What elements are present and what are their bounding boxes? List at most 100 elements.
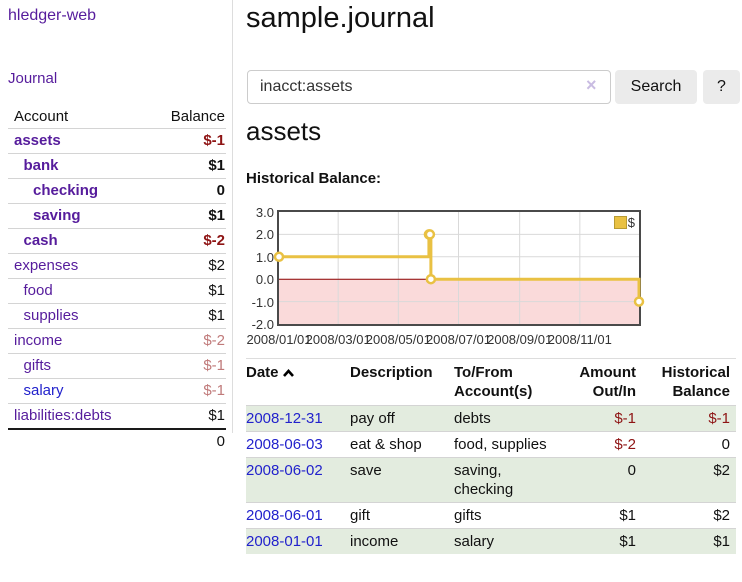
- app-title-link[interactable]: hledger-web: [8, 7, 97, 24]
- account-row: gifts $-1: [8, 353, 226, 379]
- transaction-amount: $1: [570, 502, 642, 529]
- account-page-title: assets: [246, 116, 322, 146]
- account-row: supplies $1: [8, 303, 226, 329]
- account-balance: $-1: [145, 378, 226, 404]
- transaction-amount: $1: [570, 528, 642, 554]
- y-axis-tick-label: 1.0: [255, 249, 274, 265]
- accounts-table-header: Account Balance: [8, 105, 226, 129]
- transaction-description: pay off: [344, 405, 448, 432]
- transaction-accounts: salary: [448, 528, 570, 554]
- y-axis-tick-label: 2.0: [255, 227, 274, 243]
- accounts-total-row: 0: [8, 428, 226, 454]
- x-axis-tick-label: 2008/05/01: [365, 332, 431, 347]
- accounts-table: Account Balance assets $-1 bank $1 check…: [8, 105, 226, 454]
- chart-canvas: [273, 212, 645, 324]
- chart-plot-area: $: [273, 210, 645, 326]
- y-axis-tick-label: -2.0: [251, 317, 274, 332]
- search-input[interactable]: [247, 70, 611, 104]
- transaction-amount: $-2: [570, 431, 642, 458]
- x-axis-tick-label: 2008/07/01: [425, 332, 492, 347]
- transaction-accounts: saving, checking: [448, 457, 570, 503]
- transaction-description: save: [344, 457, 448, 503]
- transaction-balance: $1: [642, 528, 736, 554]
- account-row: salary $-1: [8, 378, 226, 404]
- register-header-date[interactable]: Date: [246, 358, 344, 406]
- register-header-amount: Amount Out/In: [570, 358, 642, 406]
- register-row: 2008-06-02 save saving, checking 0 $2: [246, 457, 736, 503]
- account-link[interactable]: checking: [33, 182, 99, 199]
- account-link[interactable]: supplies: [23, 307, 79, 324]
- register-row: 2008-06-03 eat & shop food, supplies $-2…: [246, 431, 736, 458]
- account-link[interactable]: assets: [14, 132, 61, 149]
- transaction-amount: $-1: [570, 405, 642, 432]
- help-button[interactable]: ?: [703, 70, 740, 104]
- account-link[interactable]: cash: [23, 232, 58, 249]
- account-link[interactable]: expenses: [14, 257, 79, 274]
- account-link[interactable]: bank: [23, 157, 59, 174]
- register-row: 2008-01-01 income salary $1 $1: [246, 528, 736, 554]
- x-axis-tick-label: 2008/01/01: [246, 332, 312, 347]
- transaction-amount: 0: [570, 457, 642, 503]
- search-form: × Search ?: [246, 70, 740, 104]
- transaction-date-link[interactable]: 2008-12-31: [246, 410, 323, 427]
- account-link[interactable]: food: [23, 282, 53, 299]
- account-balance: $-2: [145, 228, 226, 254]
- account-balance: $-2: [145, 328, 226, 354]
- accounts-header-balance: Balance: [170, 108, 225, 125]
- account-row: income $-2: [8, 328, 226, 354]
- historical-balance-chart: 3.0 2.0 1.0 0.0 -1.0 -2.0 $ 2008/01/01 2008/03…: [246, 203, 742, 348]
- register-row: 2008-12-31 pay off debts $-1 $-1: [246, 405, 736, 432]
- transaction-date-link[interactable]: 2008-01-01: [246, 533, 323, 550]
- account-link[interactable]: liabilities:debts: [14, 407, 112, 424]
- register-row: 2008-06-01 gift gifts $1 $2: [246, 502, 736, 529]
- account-row: food $1: [8, 278, 226, 304]
- sidebar-item-journal[interactable]: Journal: [8, 70, 58, 87]
- account-row: cash $-2: [8, 228, 226, 254]
- x-axis-tick-label: 2008/09/01: [487, 332, 553, 347]
- account-balance: $1: [145, 303, 226, 329]
- transaction-date-link[interactable]: 2008-06-01: [246, 507, 323, 524]
- account-balance: $1: [145, 153, 226, 179]
- account-balance: $1: [145, 403, 226, 429]
- search-button[interactable]: Search: [615, 70, 697, 104]
- transaction-balance: $-1: [642, 405, 736, 432]
- account-link[interactable]: income: [14, 332, 63, 349]
- account-link[interactable]: salary: [23, 382, 64, 399]
- account-row: liabilities:debts $1: [8, 403, 226, 429]
- register-table: Date Description To/From Account(s) Amoun…: [246, 358, 736, 554]
- y-axis-tick-label: 3.0: [255, 205, 274, 220]
- transaction-balance: $2: [642, 457, 736, 503]
- account-link[interactable]: gifts: [23, 357, 52, 374]
- register-header-description: Description: [344, 358, 448, 406]
- account-balance: $1: [145, 203, 226, 229]
- account-link[interactable]: saving: [33, 207, 81, 224]
- transaction-date-link[interactable]: 2008-06-02: [246, 462, 323, 479]
- account-balance: $-1: [145, 353, 226, 379]
- transaction-balance: $2: [642, 502, 736, 529]
- account-balance: $2: [145, 253, 226, 279]
- account-row: saving $1: [8, 203, 226, 229]
- account-balance: $1: [145, 278, 226, 304]
- register-header-balance: Historical Balance: [642, 358, 736, 406]
- chart-title: Historical Balance:: [246, 170, 382, 187]
- transaction-description: eat & shop: [344, 431, 448, 458]
- legend-swatch-icon: [613, 216, 627, 229]
- accounts-total-balance: 0: [145, 428, 226, 454]
- accounts-header-account: Account: [14, 108, 69, 125]
- register-header-row: Date Description To/From Account(s) Amoun…: [246, 358, 736, 406]
- account-row: assets $-1: [8, 128, 226, 154]
- sidebar: hledger-web Journal Account Balance asse…: [0, 0, 233, 454]
- chart-legend: $: [613, 215, 635, 230]
- account-row: checking 0: [8, 178, 226, 204]
- account-row: expenses $2: [8, 253, 226, 279]
- legend-label: $: [627, 215, 635, 230]
- account-balance: 0: [145, 178, 226, 204]
- x-axis-tick-label: 2008/11/01: [547, 332, 612, 347]
- transaction-description: gift: [344, 502, 448, 529]
- page-title: sample.journal: [246, 2, 435, 34]
- transaction-accounts: food, supplies: [448, 431, 570, 458]
- spacer: [8, 428, 145, 454]
- account-balance: $-1: [145, 128, 226, 154]
- clear-search-icon[interactable]: ×: [586, 75, 597, 95]
- transaction-date-link[interactable]: 2008-06-03: [246, 436, 323, 453]
